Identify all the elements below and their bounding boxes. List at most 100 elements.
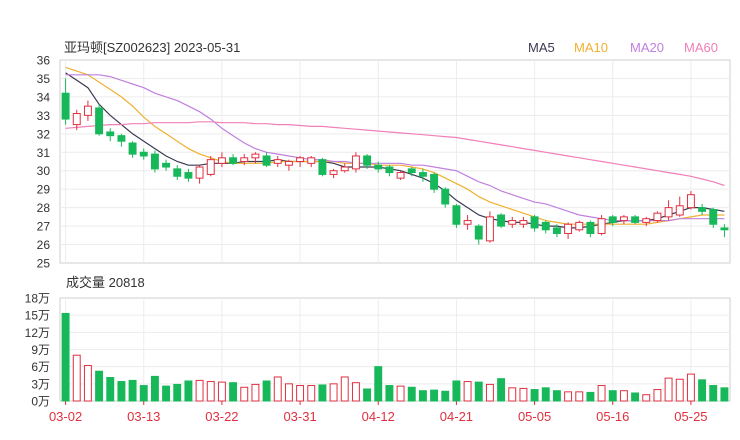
candle-body bbox=[184, 172, 193, 179]
price-y-axis: 36 35 34 33 32 31 30 29 28 27 26 25 bbox=[37, 54, 51, 271]
volume-bar bbox=[318, 384, 327, 402]
date-label: 04-21 bbox=[440, 409, 473, 424]
volume-bar bbox=[463, 381, 472, 402]
candle bbox=[385, 165, 394, 177]
volume-y-tick: 12万 bbox=[25, 326, 50, 340]
candle-body bbox=[229, 157, 238, 164]
volume-bar bbox=[117, 381, 126, 402]
candle bbox=[229, 154, 238, 166]
candle-body bbox=[195, 166, 204, 179]
volume-bar bbox=[139, 385, 148, 402]
candle-body bbox=[597, 218, 606, 234]
candle-body bbox=[541, 221, 550, 231]
candle bbox=[452, 203, 461, 228]
volume-bar bbox=[653, 389, 662, 402]
candle-body bbox=[217, 157, 226, 164]
candle bbox=[552, 224, 561, 238]
candle bbox=[95, 104, 104, 136]
candle-body bbox=[273, 159, 282, 164]
candle bbox=[351, 152, 360, 173]
legend-ma60: MA60 bbox=[684, 40, 718, 55]
candle bbox=[430, 172, 439, 193]
candle bbox=[262, 152, 271, 168]
candle bbox=[497, 213, 506, 228]
volume-bar bbox=[95, 370, 104, 402]
volume-bar bbox=[184, 380, 193, 402]
ma60-line bbox=[65, 121, 725, 187]
candle bbox=[619, 215, 628, 225]
date-label: 05-16 bbox=[596, 409, 629, 424]
candle bbox=[709, 207, 718, 228]
date-label: 05-25 bbox=[674, 409, 707, 424]
candle-body bbox=[441, 188, 450, 205]
candle bbox=[150, 150, 159, 173]
candle bbox=[597, 215, 606, 236]
candle bbox=[441, 187, 450, 208]
candle-body bbox=[575, 221, 584, 231]
candle bbox=[106, 128, 115, 142]
candle-body bbox=[363, 155, 372, 166]
candle-body bbox=[519, 220, 528, 225]
candle-body bbox=[564, 223, 573, 234]
volume-chart-title: 成交量 20818 bbox=[66, 275, 145, 290]
price-y-tick: 34 bbox=[37, 90, 51, 104]
candle bbox=[329, 168, 338, 179]
candle bbox=[631, 215, 640, 225]
candle-body bbox=[653, 212, 662, 222]
candle-body bbox=[675, 205, 684, 216]
candle-body bbox=[686, 194, 695, 209]
volume-bar bbox=[485, 383, 494, 402]
volume-bar bbox=[128, 379, 137, 402]
candle bbox=[61, 78, 70, 125]
price-grid bbox=[60, 60, 730, 263]
candle-body bbox=[318, 159, 327, 175]
candle bbox=[251, 152, 260, 164]
volume-y-tick: 6万 bbox=[31, 360, 50, 374]
volume-bar bbox=[240, 386, 249, 402]
candle bbox=[653, 211, 662, 223]
candle-body bbox=[162, 162, 171, 168]
volume-y-tick: 0万 bbox=[31, 395, 50, 409]
candle bbox=[363, 154, 372, 169]
volume-bar bbox=[61, 312, 70, 402]
candle bbox=[519, 216, 528, 228]
volume-bar bbox=[597, 385, 606, 402]
candle-body bbox=[608, 216, 617, 223]
price-y-tick: 29 bbox=[37, 183, 51, 197]
date-label: 05-05 bbox=[518, 409, 551, 424]
candle bbox=[273, 155, 282, 168]
candle-body bbox=[128, 142, 137, 155]
candle-body bbox=[418, 172, 427, 177]
candle-body bbox=[340, 166, 349, 172]
date-label: 03-22 bbox=[205, 409, 238, 424]
candle-body bbox=[664, 207, 673, 218]
legend-ma20: MA20 bbox=[630, 40, 664, 55]
candle-body bbox=[240, 157, 249, 163]
candle-body bbox=[508, 220, 517, 225]
volume-y-tick: 9万 bbox=[31, 343, 50, 357]
date-axis: 03-02 03-13 03-22 03-31 04-12 04-21 05-05 05-16… bbox=[49, 401, 708, 424]
candle-body bbox=[485, 216, 494, 242]
volume-bar bbox=[430, 389, 439, 402]
candle-body bbox=[206, 159, 215, 175]
volume-bar bbox=[229, 382, 238, 402]
price-y-tick: 25 bbox=[37, 257, 51, 271]
volume-y-tick: 18万 bbox=[25, 292, 50, 306]
candle bbox=[418, 168, 427, 182]
candle bbox=[474, 224, 483, 245]
candle-body bbox=[407, 168, 416, 174]
volume-bar bbox=[418, 390, 427, 402]
volume-bar bbox=[452, 380, 461, 402]
candle-body bbox=[552, 227, 561, 234]
candle-body bbox=[396, 172, 405, 179]
candle-body bbox=[497, 214, 506, 227]
volume-bar bbox=[251, 383, 260, 402]
volume-bar bbox=[150, 375, 159, 402]
candle bbox=[72, 109, 81, 131]
candle-body bbox=[83, 105, 92, 116]
candle-body bbox=[307, 157, 316, 164]
candle bbox=[195, 165, 204, 184]
volume-bar bbox=[709, 385, 718, 402]
candle bbox=[407, 167, 416, 177]
